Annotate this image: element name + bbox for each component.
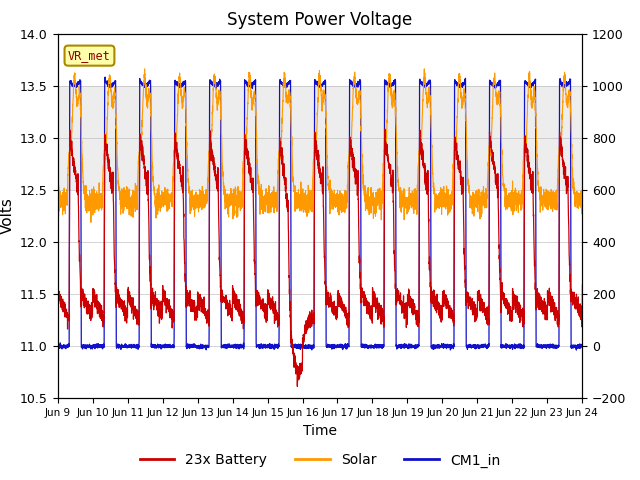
Title: System Power Voltage: System Power Voltage xyxy=(227,11,413,29)
Y-axis label: Volts: Volts xyxy=(0,198,15,234)
Text: VR_met: VR_met xyxy=(68,49,111,62)
Legend: 23x Battery, Solar, CM1_in: 23x Battery, Solar, CM1_in xyxy=(134,448,506,473)
X-axis label: Time: Time xyxy=(303,424,337,438)
Bar xyxy=(58,86,582,190)
